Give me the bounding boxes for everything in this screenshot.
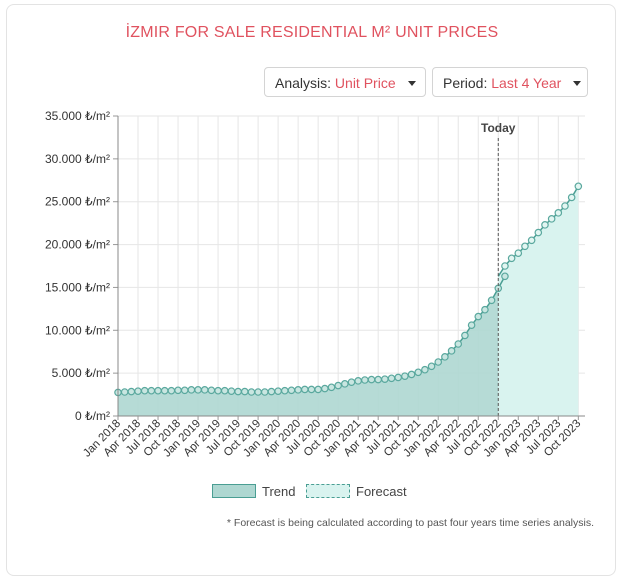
legend-trend-swatch[interactable] (212, 484, 256, 498)
forecast-point (567, 193, 576, 202)
forecast-point (574, 182, 583, 191)
trend-point (361, 376, 369, 384)
trend-point (421, 365, 429, 374)
trend-point (200, 386, 209, 394)
trend-point (167, 386, 176, 395)
trend-point (487, 296, 496, 305)
trend-point (401, 372, 409, 380)
trend-point (140, 386, 149, 395)
legend-forecast-label[interactable]: Forecast (356, 484, 407, 499)
trend-point (367, 375, 376, 384)
trend-area (118, 276, 505, 416)
trend-point (160, 386, 169, 395)
y-tick-label: 15.000 ₺/m² (45, 280, 110, 294)
analysis-label: Analysis: (275, 75, 332, 91)
forecast-area (498, 186, 579, 416)
forecast-point (547, 215, 556, 223)
chart-legend: Trend Forecast (0, 483, 624, 503)
trend-point (247, 388, 256, 396)
forecast-footnote: * Forecast is being calculated according… (226, 517, 594, 529)
y-tick-label: 35.000 ₺/m² (45, 109, 110, 123)
forecast-point (541, 221, 549, 229)
trend-point (220, 386, 229, 395)
trend-point (294, 386, 302, 394)
forecast-point (561, 202, 569, 210)
forecast-point (554, 209, 563, 217)
trend-point (334, 381, 342, 390)
trend-point (180, 386, 189, 395)
trend-point (147, 386, 156, 395)
trend-point (300, 385, 309, 394)
today-label: Today (481, 121, 516, 135)
trend-point (441, 353, 449, 361)
y-tick-label: 30.000 ₺/m² (45, 152, 110, 166)
trend-point (434, 358, 443, 366)
caret-down-icon (407, 81, 416, 86)
y-tick-label: 0 ₺/m² (75, 409, 110, 423)
trend-point (347, 378, 356, 386)
trend-point (134, 387, 142, 395)
trend-point (207, 386, 216, 395)
analysis-dropdown[interactable]: Analysis: Unit Price (264, 67, 426, 97)
y-tick-label: 10.000 ₺/m² (45, 323, 110, 337)
y-tick-label: 5.000 ₺/m² (52, 366, 110, 380)
trend-point (187, 386, 196, 394)
trend-point (394, 373, 403, 382)
trend-point (314, 385, 322, 394)
trend-point (127, 387, 136, 396)
trend-point (474, 312, 483, 321)
trend-point (387, 374, 396, 383)
price-chart: 0 ₺/m² 5.000 ₺/m² 10.000 ₺/m² 15.000 ₺/m² 20… (45, 109, 585, 460)
trend-point (154, 386, 162, 395)
trend-point (427, 362, 436, 371)
trend-point (454, 340, 463, 348)
trend-point (354, 377, 362, 385)
trend-point (260, 388, 269, 396)
trend-point (194, 386, 202, 394)
trend-point (381, 375, 389, 383)
chart-title: İZMIR FOR SALE RESIDENTIAL M² UNIT PRICE… (125, 24, 499, 41)
trend-point (307, 385, 316, 394)
trend-point (234, 387, 242, 396)
trend-point (341, 380, 349, 388)
trend-point (461, 331, 469, 340)
trend-point (287, 386, 296, 395)
trend-point (374, 375, 382, 384)
trend-point (414, 368, 423, 377)
trend-point (240, 387, 249, 396)
trend-point (174, 386, 182, 395)
trend-point (447, 347, 456, 355)
trend-point (227, 387, 236, 395)
analysis-value: Unit Price (334, 75, 396, 91)
trend-point (214, 386, 222, 395)
trend-point (321, 384, 329, 393)
caret-down-icon (573, 81, 582, 86)
y-tick-label: 25.000 ₺/m² (45, 195, 110, 209)
y-tick-label: 20.000 ₺/m² (45, 238, 110, 252)
trend-point (254, 388, 262, 396)
forecast-point (501, 262, 509, 270)
trend-point (467, 321, 476, 329)
trend-point (120, 388, 129, 396)
forecast-point (507, 254, 516, 263)
trend-point (280, 386, 289, 395)
period-dropdown[interactable]: Period: Last 4 Year (432, 67, 588, 97)
period-label: Period: (443, 75, 488, 91)
forecast-point (521, 242, 529, 251)
trend-point (407, 370, 416, 379)
trend-point (274, 387, 282, 395)
legend-trend-label[interactable]: Trend (262, 484, 296, 499)
forecast-point (527, 236, 536, 245)
forecast-point (534, 228, 543, 237)
trend-point (327, 383, 336, 392)
trend-point (501, 272, 509, 281)
trend-point (481, 305, 489, 314)
period-value: Last 4 Year (491, 75, 562, 91)
legend-forecast-swatch[interactable] (306, 484, 350, 498)
forecast-point (514, 249, 523, 257)
trend-point (267, 387, 276, 396)
